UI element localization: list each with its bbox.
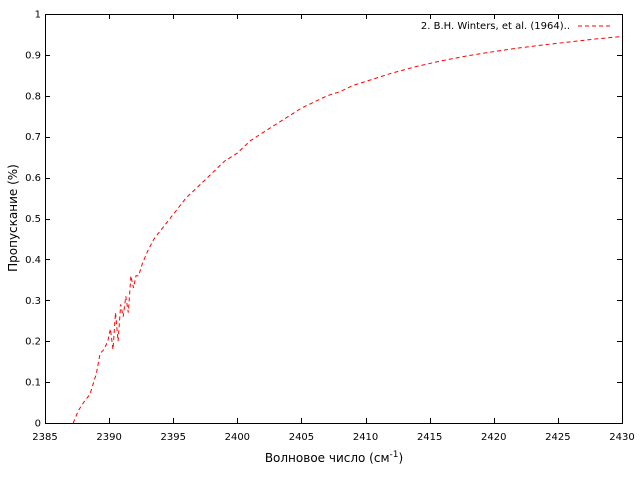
y-tick-label: 0 — [35, 419, 41, 430]
y-tick-label: 0.7 — [25, 132, 41, 143]
x-tick-label: 2410 — [353, 432, 378, 443]
x-axis-title: Волновое число (см-1) — [265, 450, 403, 465]
x-axis: 2385 2390 2395 2400 2405 2410 2415 2420 2425 2430 — [32, 14, 635, 443]
y-tick-label: 0.9 — [25, 50, 41, 61]
y-tick-label: 0.4 — [25, 255, 41, 266]
x-tick-label: 2430 — [609, 432, 634, 443]
x-tick-label: 2390 — [96, 432, 121, 443]
x-tick-label: 2385 — [32, 432, 57, 443]
x-tick-label: 2395 — [160, 432, 185, 443]
y-tick-label: 0.1 — [25, 378, 41, 389]
x-tick-label: 2400 — [225, 432, 250, 443]
y-axis-title: Пропускание (%) — [6, 164, 20, 272]
x-axis-title-superscript: -1 — [390, 450, 399, 460]
x-tick-label: 2425 — [545, 432, 570, 443]
y-tick-label: 0.3 — [25, 296, 41, 307]
y-tick-label: 0.2 — [25, 337, 41, 348]
series-layer — [72, 36, 623, 424]
y-tick-label: 0.8 — [25, 91, 41, 102]
y-tick-label: 1 — [35, 10, 41, 21]
x-axis-title-main: Волновое число (см — [265, 451, 390, 465]
y-tick-label: 0.6 — [25, 173, 41, 184]
x-tick-label: 2405 — [289, 432, 314, 443]
plot-frame — [45, 14, 623, 424]
legend-label: 2. B.H. Winters, et al. (1964).. — [421, 21, 570, 32]
y-tick-label: 0.5 — [25, 214, 41, 225]
x-tick-label: 2415 — [417, 432, 442, 443]
x-tick-label: 2420 — [481, 432, 506, 443]
series-line — [72, 36, 623, 424]
x-axis-title-tail: ) — [398, 451, 403, 465]
legend: 2. B.H. Winters, et al. (1964).. — [421, 21, 612, 32]
y-axis: 0 0.1 0.2 0.3 0.4 0.5 0.6 0.7 0.8 0.9 1 — [25, 10, 622, 430]
